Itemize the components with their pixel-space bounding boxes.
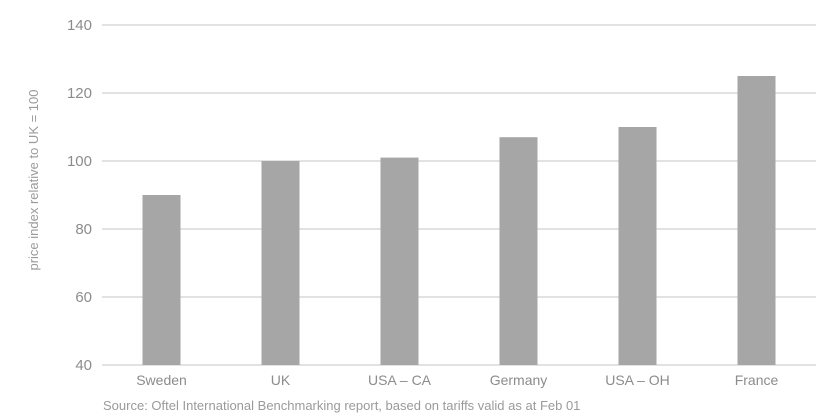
bar: [737, 76, 776, 365]
x-tick-label: France: [735, 372, 779, 388]
x-tick-label: USA – CA: [368, 372, 432, 388]
y-tick-label: 140: [67, 17, 92, 34]
source-note: Source: Oftel International Benchmarking…: [103, 398, 581, 413]
bars: [142, 76, 776, 365]
y-tick-label: 100: [67, 153, 92, 170]
x-tick-label: USA – OH: [605, 372, 670, 388]
bar: [142, 195, 181, 365]
y-tick-label: 40: [75, 357, 92, 374]
y-tick-label: 120: [67, 85, 92, 102]
x-tick-label: UK: [271, 372, 291, 388]
bar: [261, 161, 300, 365]
x-tick-label: Germany: [490, 372, 548, 388]
y-tick-label: 80: [75, 221, 92, 238]
gridlines: [102, 24, 816, 366]
y-axis-title: price index relative to UK = 100: [26, 89, 41, 270]
bar: [618, 127, 657, 365]
x-axis-labels: Sweden UK USA – CA Germany USA – OH France: [136, 372, 778, 388]
x-tick-label: Sweden: [136, 372, 187, 388]
bar: [499, 137, 538, 365]
y-tick-label: 60: [75, 289, 92, 306]
y-axis-ticks: 40 60 80 100 120 140: [67, 17, 92, 374]
bar: [380, 157, 419, 365]
